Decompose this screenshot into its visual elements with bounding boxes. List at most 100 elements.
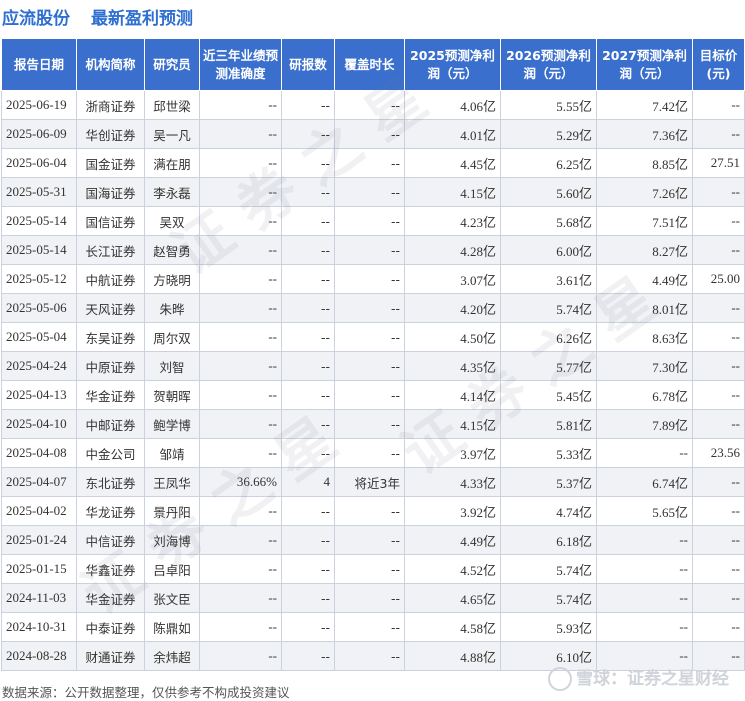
cell-target-price: -- — [692, 351, 745, 381]
cell-accuracy: -- — [199, 612, 282, 642]
cell-report-count: -- — [281, 380, 335, 410]
cell-target-price: -- — [692, 525, 745, 555]
cell-profit-2027: 4.49亿 — [596, 264, 693, 294]
cell-profit-2025: 4.52亿 — [404, 554, 501, 584]
col-report-count[interactable]: 研报数 — [281, 38, 335, 91]
cell-institution: 东北证券 — [76, 467, 145, 497]
table-row[interactable]: 2025-04-08 中金公司 邹靖 -- -- -- 3.97亿 5.33亿 -- 23.56 — [1, 438, 745, 468]
cell-report-date: 2025-05-14 — [1, 206, 77, 236]
table-row[interactable]: 2024-11-03 华金证券 张文臣 -- -- -- 4.65亿 5.74亿 -- -- — [1, 583, 745, 613]
cell-coverage: -- — [334, 438, 405, 468]
cell-accuracy: -- — [199, 525, 282, 555]
cell-profit-2026: 5.74亿 — [500, 554, 597, 584]
cell-report-date: 2025-01-24 — [1, 525, 77, 555]
col-researcher[interactable]: 研究员 — [144, 38, 200, 91]
table-row[interactable]: 2025-05-06 天风证券 朱晔 -- -- -- 4.20亿 5.74亿 8.01亿 -- — [1, 293, 745, 323]
col-accuracy[interactable]: 近三年业绩预测准确度 — [199, 38, 282, 91]
table-row[interactable]: 2025-05-12 中航证券 方晓明 -- -- -- 3.07亿 3.61亿 4.49亿 25… — [1, 264, 745, 294]
cell-profit-2025: 4.14亿 — [404, 380, 501, 410]
col-profit-2026[interactable]: 2026预测净利润（元） — [500, 38, 597, 91]
cell-researcher: 周尔双 — [144, 322, 200, 352]
cell-accuracy: -- — [199, 90, 282, 120]
cell-researcher: 陈鼎如 — [144, 612, 200, 642]
cell-researcher: 朱晔 — [144, 293, 200, 323]
cell-accuracy: -- — [199, 351, 282, 381]
table-row[interactable]: 2025-05-14 长江证券 赵智勇 -- -- -- 4.28亿 6.00亿 8.27亿 -- — [1, 235, 745, 265]
cell-report-date: 2025-06-19 — [1, 90, 77, 120]
forecast-table: 报告日期 机构简称 研究员 近三年业绩预测准确度 研报数 覆盖时长 2025预测… — [1, 38, 745, 671]
cell-accuracy: -- — [199, 293, 282, 323]
brand-text: 雪球：证券之星财经 — [576, 669, 729, 689]
cell-profit-2026: 5.33亿 — [500, 438, 597, 468]
cell-profit-2025: 4.45亿 — [404, 148, 501, 178]
table-row[interactable]: 2024-10-31 中泰证券 陈鼎如 -- -- -- 4.58亿 5.93亿 -- -- — [1, 612, 745, 642]
table-row[interactable]: 2025-06-04 国金证券 满在朋 -- -- -- 4.45亿 6.25亿 8.85亿 27… — [1, 148, 745, 178]
col-institution[interactable]: 机构简称 — [76, 38, 145, 91]
table-row[interactable]: 2025-04-07 东北证券 王凤华 36.66% 4 将近3年 4.33亿 5.37亿 6.… — [1, 467, 745, 497]
cell-profit-2026: 5.93亿 — [500, 612, 597, 642]
cell-coverage: -- — [334, 351, 405, 381]
cell-profit-2025: 4.23亿 — [404, 206, 501, 236]
cell-report-count: -- — [281, 177, 335, 207]
cell-profit-2027: 8.63亿 — [596, 322, 693, 352]
cell-researcher: 满在朋 — [144, 148, 200, 178]
cell-target-price: -- — [692, 496, 745, 526]
cell-profit-2027: -- — [596, 583, 693, 613]
table-row[interactable]: 2025-05-04 东吴证券 周尔双 -- -- -- 4.50亿 6.26亿 8.63亿 -- — [1, 322, 745, 352]
table-header-row: 报告日期 机构简称 研究员 近三年业绩预测准确度 研报数 覆盖时长 2025预测… — [1, 38, 745, 91]
table-row[interactable]: 2025-01-24 中信证券 刘海博 -- -- -- 4.49亿 6.18亿 -- -- — [1, 525, 745, 555]
cell-institution: 华龙证券 — [76, 496, 145, 526]
table-row[interactable]: 2025-04-02 华龙证券 景丹阳 -- -- -- 3.92亿 4.74亿 5.65亿 -- — [1, 496, 745, 526]
cell-target-price: -- — [692, 641, 745, 671]
table-row[interactable]: 2025-06-19 浙商证券 邱世梁 -- -- -- 4.06亿 5.55亿 7.42亿 -- — [1, 90, 745, 120]
cell-report-count: -- — [281, 206, 335, 236]
cell-profit-2025: 4.35亿 — [404, 351, 501, 381]
cell-profit-2027: 8.01亿 — [596, 293, 693, 323]
cell-profit-2027: -- — [596, 525, 693, 555]
cell-report-date: 2024-08-28 — [1, 641, 77, 671]
col-profit-2025[interactable]: 2025预测净利润（元） — [404, 38, 501, 91]
table-row[interactable]: 2025-04-10 中邮证券 鲍学博 -- -- -- 4.15亿 5.81亿 7.89亿 -- — [1, 409, 745, 439]
cell-researcher: 景丹阳 — [144, 496, 200, 526]
cell-accuracy: -- — [199, 409, 282, 439]
cell-institution: 华创证券 — [76, 119, 145, 149]
table-row[interactable]: 2025-04-13 华金证券 贺朝晖 -- -- -- 4.14亿 5.45亿 6.78亿 -- — [1, 380, 745, 410]
cell-institution: 中邮证券 — [76, 409, 145, 439]
cell-institution: 浙商证券 — [76, 90, 145, 120]
cell-accuracy: -- — [199, 583, 282, 613]
cell-report-count: 4 — [281, 467, 335, 497]
cell-target-price: -- — [692, 409, 745, 439]
cell-coverage: -- — [334, 119, 405, 149]
cell-researcher: 方晓明 — [144, 264, 200, 294]
cell-target-price: -- — [692, 322, 745, 352]
table-row[interactable]: 2024-08-28 财通证券 余炜超 -- -- -- 4.88亿 6.10亿 -- -- — [1, 641, 745, 671]
table-row[interactable]: 2025-05-31 国海证券 李永磊 -- -- -- 4.15亿 5.60亿 7.26亿 -- — [1, 177, 745, 207]
cell-institution: 中航证券 — [76, 264, 145, 294]
col-target-price[interactable]: 目标价(元) — [692, 38, 745, 91]
cell-coverage: -- — [334, 409, 405, 439]
cell-report-count: -- — [281, 119, 335, 149]
cell-accuracy: -- — [199, 322, 282, 352]
cell-profit-2025: 4.58亿 — [404, 612, 501, 642]
cell-profit-2027: 7.51亿 — [596, 206, 693, 236]
cell-report-count: -- — [281, 264, 335, 294]
cell-accuracy: -- — [199, 206, 282, 236]
cell-coverage: -- — [334, 293, 405, 323]
cell-report-count: -- — [281, 351, 335, 381]
cell-institution: 中信证券 — [76, 525, 145, 555]
col-report-date[interactable]: 报告日期 — [1, 38, 77, 91]
col-coverage[interactable]: 覆盖时长 — [334, 38, 405, 91]
cell-target-price: -- — [692, 380, 745, 410]
table-row[interactable]: 2025-04-24 中原证券 刘智 -- -- -- 4.35亿 5.77亿 7.30亿 -- — [1, 351, 745, 381]
cell-coverage: -- — [334, 177, 405, 207]
cell-report-date: 2025-05-14 — [1, 235, 77, 265]
cell-profit-2027: 7.36亿 — [596, 119, 693, 149]
col-profit-2027[interactable]: 2027预测净利润（元） — [596, 38, 693, 91]
cell-report-date: 2025-05-31 — [1, 177, 77, 207]
cell-researcher: 邱世梁 — [144, 90, 200, 120]
table-row[interactable]: 2025-01-15 华鑫证券 吕卓阳 -- -- -- 4.52亿 5.74亿 -- -- — [1, 554, 745, 584]
cell-profit-2026: 5.77亿 — [500, 351, 597, 381]
table-row[interactable]: 2025-06-09 华创证券 吴一凡 -- -- -- 4.01亿 5.29亿 7.36亿 -- — [1, 119, 745, 149]
table-row[interactable]: 2025-05-14 国信证券 吴双 -- -- -- 4.23亿 5.68亿 7.51亿 -- — [1, 206, 745, 236]
cell-profit-2027: 6.74亿 — [596, 467, 693, 497]
